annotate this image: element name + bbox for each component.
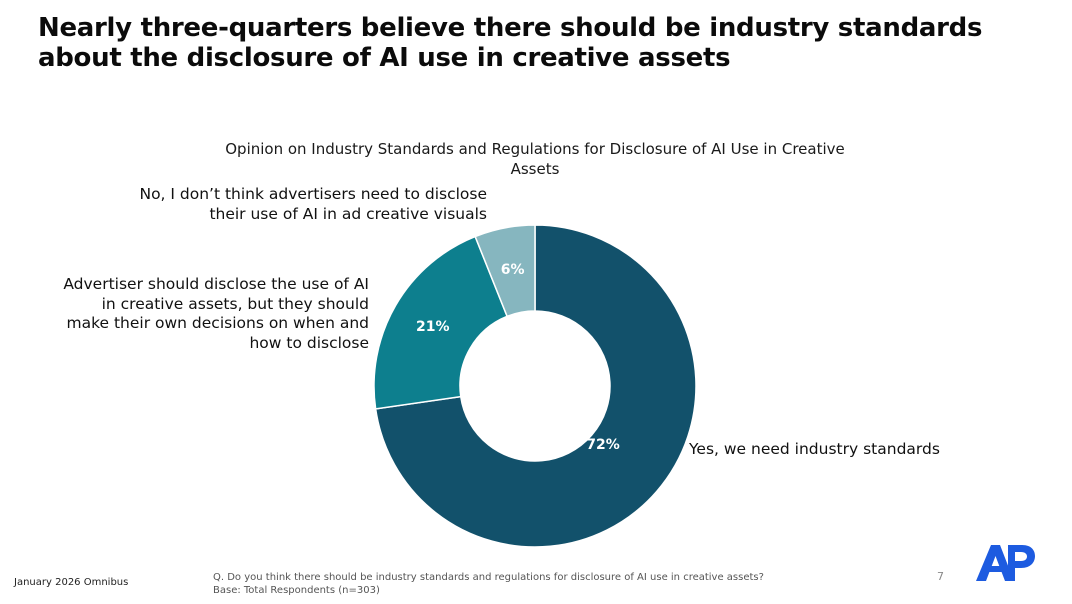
legend-label-own-decisions: Advertiser should disclose the use of AI… [63,275,369,352]
slice-own-decisions [373,235,509,410]
slice-no-disclosure [474,224,536,318]
question-note: Q. Do you think there should be industry… [213,571,764,597]
base-text: Base: Total Respondents (n=303) [213,585,380,596]
slice-yes [374,224,697,548]
source-note: January 2026 Omnibus [14,577,129,588]
question-text: Q. Do you think there should be industry… [213,572,764,583]
legend-label-no-disclosure: No, I don’t think advertisers need to di… [139,185,487,223]
brand-logo: AP [974,541,1036,583]
page-number: 7 [937,570,944,583]
legend-label-industry-standards: Yes, we need industry standards [689,440,940,458]
chart-title: Opinion on Industry Standards and Regula… [225,140,845,178]
page-headline: Nearly three-quarters believe there shou… [38,13,983,73]
data-label-own-decisions: 21% [416,319,450,335]
data-label-yes: 72% [586,437,620,453]
data-label-no-disclosure: 6% [501,262,525,278]
